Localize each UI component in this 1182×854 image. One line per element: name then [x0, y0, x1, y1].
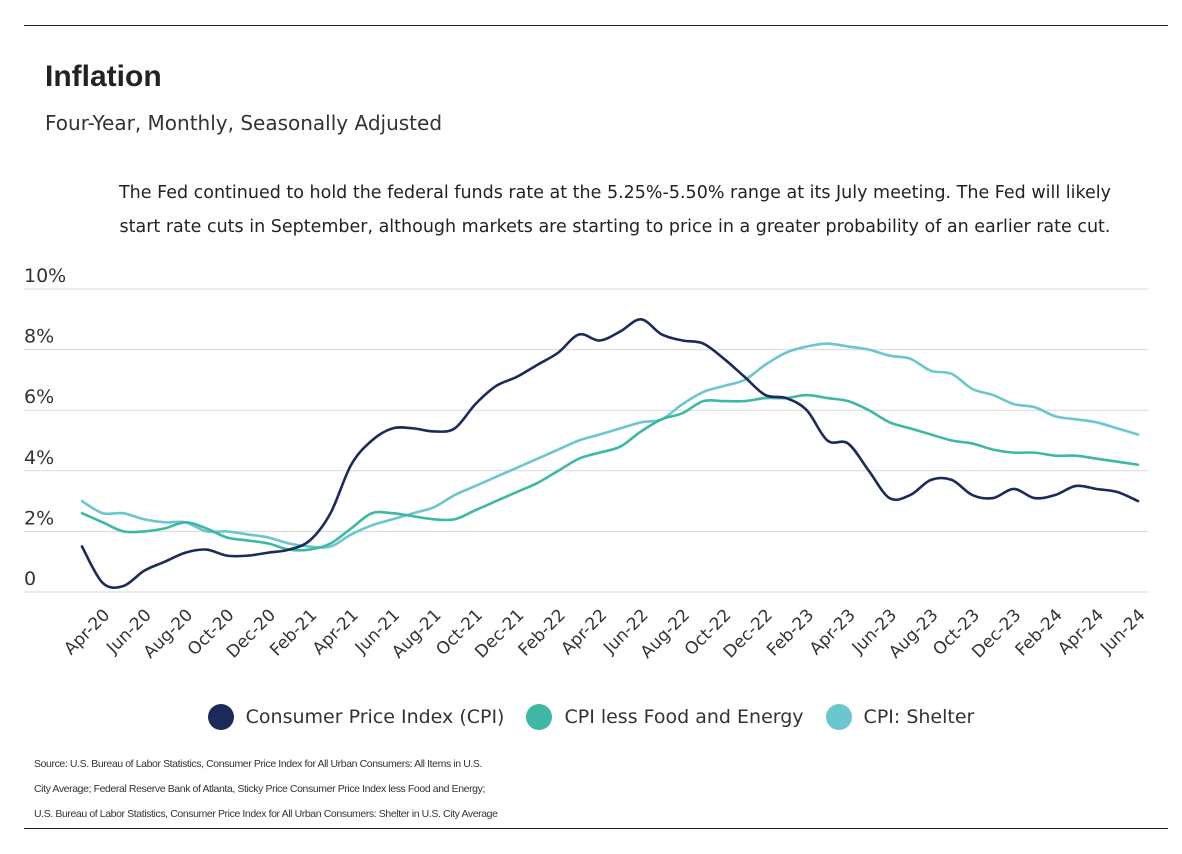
- top-rule: [24, 25, 1168, 26]
- line-chart: 0 2% 4% 6% 8% 10% Apr-20Jun-20Aug-20Oct-20Dec…: [24, 265, 1150, 663]
- series-line-cpi-less-food-and-energy: [80, 393, 1140, 552]
- legend-item-cpi: Consumer Price Index (CPI): [207, 704, 505, 730]
- chart-title: Inflation: [45, 60, 162, 93]
- x-tick-label: Feb-21: [266, 605, 321, 660]
- x-tick-label: Apr-22: [557, 605, 611, 659]
- x-tick-label: Apr-23: [806, 605, 860, 659]
- x-tick-label: Apr-20: [60, 605, 114, 659]
- y-axis-ticks: 0 2% 4% 6% 8% 10%: [24, 265, 66, 590]
- y-tick-label: 6%: [24, 386, 54, 408]
- legend-swatch-cpi: [207, 704, 234, 730]
- bottom-rule: [24, 828, 1168, 829]
- series-lines: [80, 318, 1140, 589]
- legend: Consumer Price Index (CPI) CPI less Food…: [0, 704, 1182, 730]
- source-line: Source: U.S. Bureau of Labor Statistics,…: [34, 758, 483, 770]
- x-tick-label: Apr-24: [1054, 605, 1108, 659]
- legend-label-cpi: Consumer Price Index (CPI): [245, 706, 505, 728]
- series-line-cpi-shelter: [80, 342, 1140, 549]
- legend-label-shelter: CPI: Shelter: [863, 706, 975, 728]
- x-tick-label: Apr-21: [309, 605, 363, 659]
- legend-swatch-shelter: [825, 704, 852, 730]
- x-tick-label: Jun-24: [1096, 605, 1149, 658]
- x-axis-ticks: Apr-20Jun-20Aug-20Oct-20Dec-20Feb-21Apr-…: [60, 605, 1149, 662]
- series-line-consumer-price-index-cpi: [80, 318, 1140, 589]
- y-tick-label: 4%: [24, 447, 54, 469]
- chart-subtitle: Four-Year, Monthly, Seasonally Adjusted: [45, 111, 443, 135]
- legend-label-core-cpi: CPI less Food and Energy: [564, 706, 804, 728]
- y-tick-label: 2%: [24, 507, 54, 529]
- y-tick-label: 8%: [24, 326, 54, 348]
- source-line: U.S. Bureau of Labor Statistics, Consume…: [34, 808, 498, 820]
- y-tick-label: 0: [24, 568, 36, 590]
- legend-swatch-core-cpi: [526, 704, 553, 730]
- x-tick-label: Feb-24: [1012, 605, 1067, 660]
- x-tick-label: Feb-22: [515, 605, 570, 660]
- source-note: Source: U.S. Bureau of Labor Statistics,…: [34, 752, 554, 827]
- source-line: City Average; Federal Reserve Bank of At…: [34, 783, 485, 795]
- y-tick-label: 10%: [24, 265, 66, 287]
- chart-annotation: The Fed continued to hold the federal fu…: [118, 183, 1112, 237]
- legend-item-core-cpi: CPI less Food and Energy: [526, 704, 804, 730]
- legend-item-shelter: CPI: Shelter: [825, 704, 975, 730]
- x-tick-label: Feb-23: [763, 605, 818, 660]
